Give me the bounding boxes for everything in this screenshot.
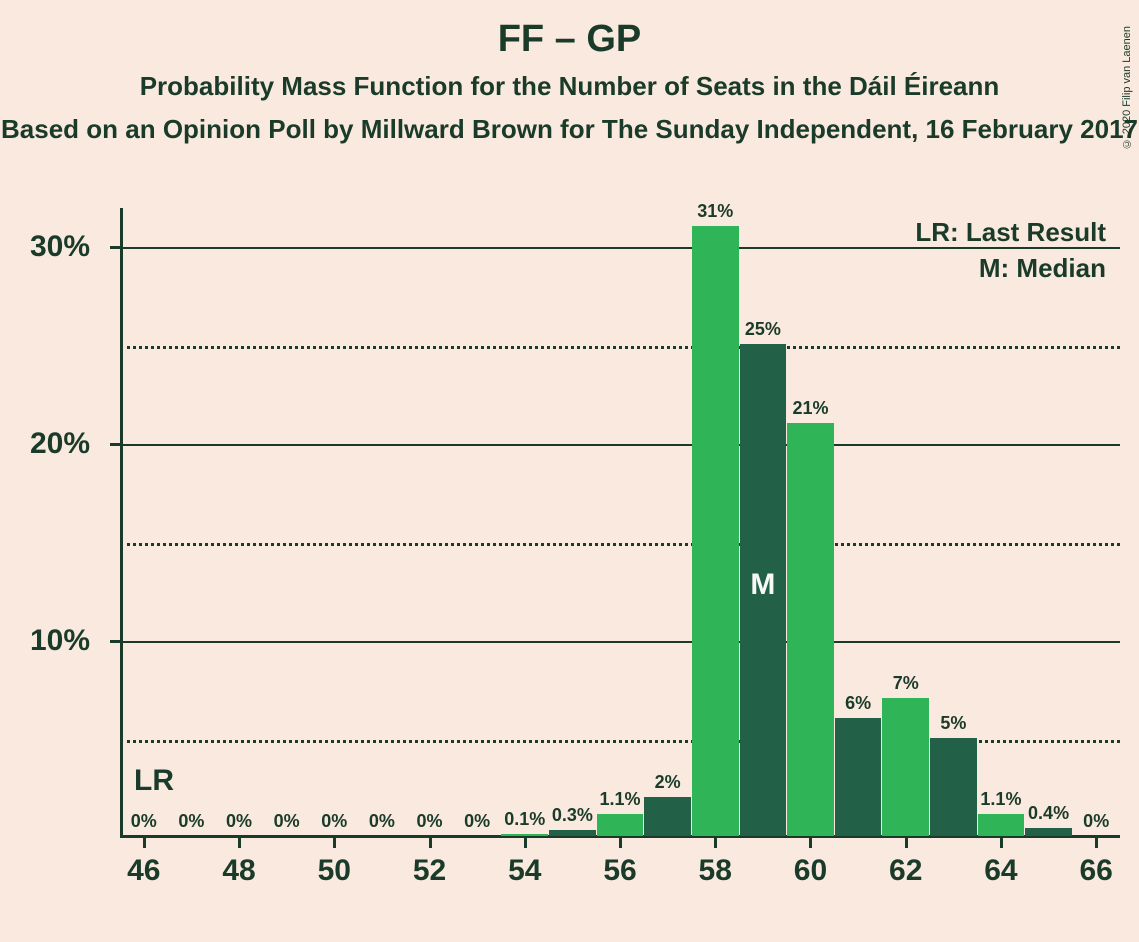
x-tick-label: 50: [318, 854, 351, 888]
bar-value-label: 0%: [226, 811, 252, 832]
bar-value-label: 0%: [274, 811, 300, 832]
x-tick-label: 48: [222, 854, 255, 888]
x-tick-mark: [333, 838, 336, 848]
grid-line-minor: [120, 543, 1120, 546]
y-axis-line: [120, 208, 123, 838]
bar-value-label: 0%: [1083, 811, 1109, 832]
bar-value-label: 0.3%: [552, 805, 593, 826]
bar: [978, 814, 1025, 836]
bar-value-label: 2%: [655, 772, 681, 793]
bar-value-label: 0%: [369, 811, 395, 832]
bar-value-label: 25%: [745, 319, 781, 340]
y-tick-mark: [110, 640, 120, 643]
grid-line: [120, 444, 1120, 446]
x-tick-mark: [714, 838, 717, 848]
x-tick-mark: [905, 838, 908, 848]
x-tick-label: 56: [603, 854, 636, 888]
legend: LR: Last Result M: Median: [915, 214, 1106, 287]
x-tick-mark: [809, 838, 812, 848]
median-marker: M: [750, 568, 775, 602]
bar: [501, 834, 548, 836]
bar: [549, 830, 596, 836]
bar: [882, 698, 929, 836]
bar-value-label: 5%: [940, 713, 966, 734]
chart-subtitle: Probability Mass Function for the Number…: [0, 71, 1139, 102]
x-tick-label: 58: [699, 854, 732, 888]
x-tick-label: 52: [413, 854, 446, 888]
x-tick-label: 46: [127, 854, 160, 888]
bar-value-label: 0%: [178, 811, 204, 832]
y-tick-label: 20%: [0, 427, 90, 461]
grid-line: [120, 641, 1120, 643]
chart-title: FF – GP: [0, 18, 1139, 61]
bar: [835, 718, 882, 836]
x-tick-label: 66: [1080, 854, 1113, 888]
x-tick-mark: [1095, 838, 1098, 848]
chart-titles: FF – GP Probability Mass Function for th…: [0, 18, 1139, 145]
bar: [597, 814, 644, 836]
bar-value-label: 0%: [131, 811, 157, 832]
chart-source: Based on an Opinion Poll by Millward Bro…: [0, 114, 1139, 145]
last-result-marker: LR: [134, 764, 174, 798]
x-tick-mark: [619, 838, 622, 848]
copyright-text: © 2020 Filip van Laenen: [1121, 26, 1133, 149]
bar-value-label: 0.1%: [504, 809, 545, 830]
grid-line: [120, 247, 1120, 249]
x-tick-mark: [1000, 838, 1003, 848]
bar-value-label: 0%: [464, 811, 490, 832]
bar: [644, 797, 691, 836]
bar-value-label: 0%: [321, 811, 347, 832]
bar-value-label: 1.1%: [599, 789, 640, 810]
x-tick-label: 54: [508, 854, 541, 888]
chart-plot-area: LR: Last Result M: Median LR 10%20%30%46…: [120, 208, 1120, 838]
bar: [1025, 828, 1072, 836]
y-tick-label: 30%: [0, 230, 90, 264]
bar-value-label: 31%: [697, 201, 733, 222]
grid-line-minor: [120, 346, 1120, 349]
x-tick-mark: [143, 838, 146, 848]
bar-value-label: 21%: [792, 398, 828, 419]
bar: [930, 738, 977, 836]
y-tick-label: 10%: [0, 624, 90, 658]
x-tick-label: 64: [984, 854, 1017, 888]
y-tick-mark: [110, 443, 120, 446]
x-tick-mark: [524, 838, 527, 848]
bar-value-label: 7%: [893, 673, 919, 694]
legend-m: M: Median: [915, 250, 1106, 286]
y-tick-mark: [110, 246, 120, 249]
bar-value-label: 6%: [845, 693, 871, 714]
bar: [692, 226, 739, 836]
bar-value-label: 0%: [417, 811, 443, 832]
x-tick-label: 62: [889, 854, 922, 888]
x-tick-mark: [429, 838, 432, 848]
bar-value-label: 1.1%: [980, 789, 1021, 810]
bar: [787, 423, 834, 836]
bar-value-label: 0.4%: [1028, 803, 1069, 824]
x-tick-label: 60: [794, 854, 827, 888]
legend-lr: LR: Last Result: [915, 214, 1106, 250]
x-tick-mark: [238, 838, 241, 848]
